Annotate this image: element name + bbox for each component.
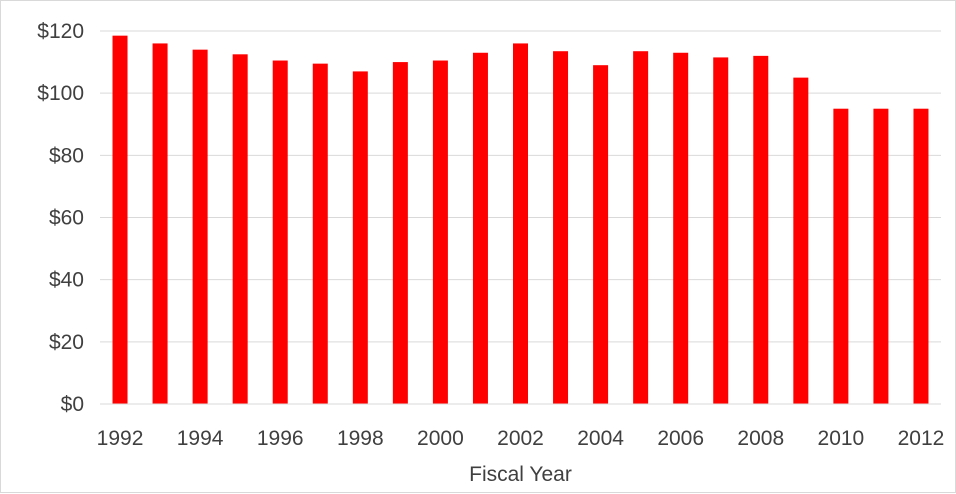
bar-2001 — [472, 52, 488, 405]
y-tick-label: $120 — [37, 20, 84, 43]
x-tick-label: 2010 — [818, 427, 865, 450]
x-tick-label: 2004 — [577, 427, 624, 450]
bar-2008 — [753, 55, 769, 404]
bar-1998 — [352, 71, 368, 405]
bar-1992 — [112, 35, 128, 404]
y-tick-label: $80 — [49, 144, 84, 167]
y-tick-label: $100 — [37, 82, 84, 105]
y-tick-label: $40 — [49, 269, 84, 292]
y-tick-label: $20 — [49, 331, 84, 354]
bar-1994 — [192, 49, 208, 405]
x-tick-label: 2006 — [657, 427, 704, 450]
bar-2000 — [432, 60, 448, 404]
bar-2005 — [633, 51, 649, 405]
x-tick-labels: 1992 1994 1996 1998 2000 2002 2004 2006 2008 2010… — [97, 427, 945, 450]
y-tick-labels: $0 $20 $40 $60 $80 $100 $120 — [37, 20, 84, 416]
bar-1997 — [312, 63, 328, 404]
bar-2010 — [833, 108, 849, 404]
bar-1993 — [152, 43, 168, 404]
y-tick-label: $60 — [49, 207, 84, 230]
y-tick-label: $0 — [61, 393, 84, 416]
bar-2012 — [913, 108, 929, 404]
bar-2006 — [673, 52, 689, 405]
bars — [112, 35, 929, 405]
bar-2007 — [713, 57, 729, 404]
bar-2011 — [873, 108, 889, 404]
bar-2003 — [553, 51, 569, 405]
x-tick-label: 1994 — [177, 427, 224, 450]
x-axis-title: Fiscal Year — [469, 463, 572, 486]
x-tick-label: 2012 — [898, 427, 945, 450]
bar-1996 — [272, 60, 288, 404]
x-tick-label: 2002 — [497, 427, 544, 450]
x-tick-label: 1996 — [257, 427, 304, 450]
bar-2002 — [513, 43, 528, 404]
bar-1999 — [392, 62, 408, 404]
bar-2004 — [593, 65, 609, 405]
x-tick-label: 2008 — [737, 427, 784, 450]
x-tick-label: 2000 — [417, 427, 464, 450]
x-tick-label: 1998 — [337, 427, 384, 450]
bar-2009 — [793, 77, 809, 404]
bar-1995 — [232, 54, 248, 404]
x-tick-label: 1992 — [97, 427, 144, 450]
